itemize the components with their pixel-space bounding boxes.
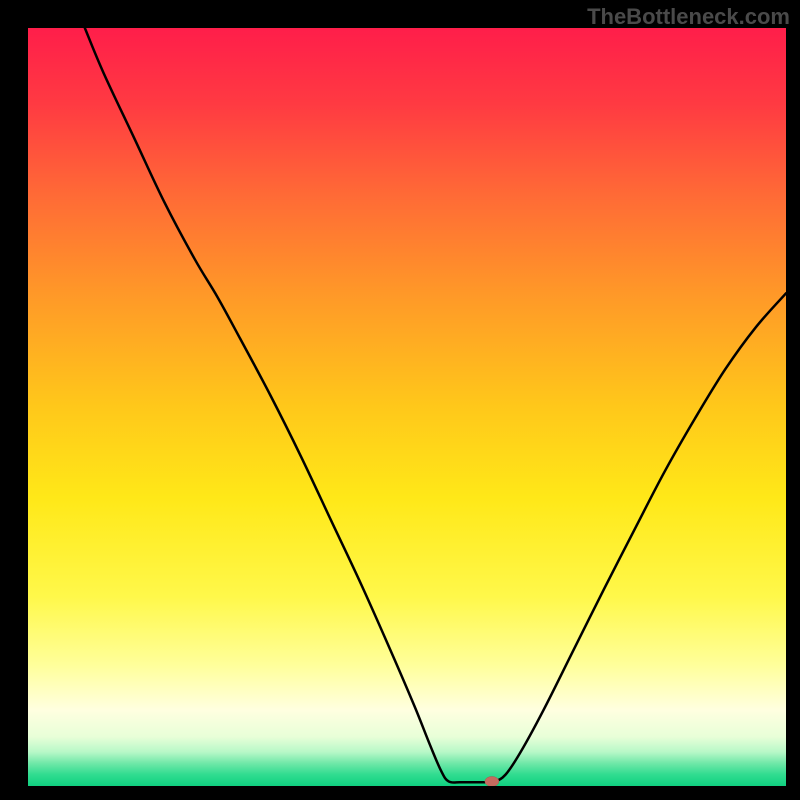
current-position-marker [485, 776, 499, 786]
gradient-background [28, 28, 786, 786]
border-left [0, 0, 28, 800]
border-bottom [0, 786, 800, 800]
bottleneck-chart [0, 0, 800, 800]
border-right [786, 0, 800, 800]
watermark-text: TheBottleneck.com [587, 4, 790, 30]
chart-container: TheBottleneck.com [0, 0, 800, 800]
